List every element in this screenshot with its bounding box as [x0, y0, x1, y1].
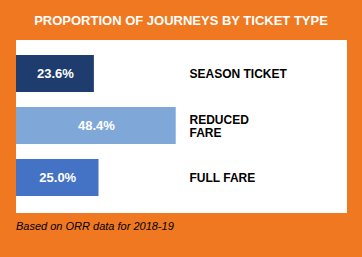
- svg-text:SEASON TICKET: SEASON TICKET: [190, 67, 288, 81]
- html-text:Based on ORR data for 2018-19: Based on ORR data for 2018-19: [16, 220, 174, 232]
- html-text:PROPORTION OF JOURNEYS BY TICK: PROPORTION OF JOURNEYS BY TICKET TYPE: [34, 13, 328, 28]
- svg-text:FULL FARE: FULL FARE: [190, 171, 256, 185]
- svg-text:48.4%: 48.4%: [78, 118, 115, 133]
- svg-text:25.0%: 25.0%: [39, 170, 76, 185]
- svg-text:REDUCEDFARE: REDUCEDFARE: [190, 113, 250, 140]
- svg-text:23.6%: 23.6%: [37, 66, 74, 81]
